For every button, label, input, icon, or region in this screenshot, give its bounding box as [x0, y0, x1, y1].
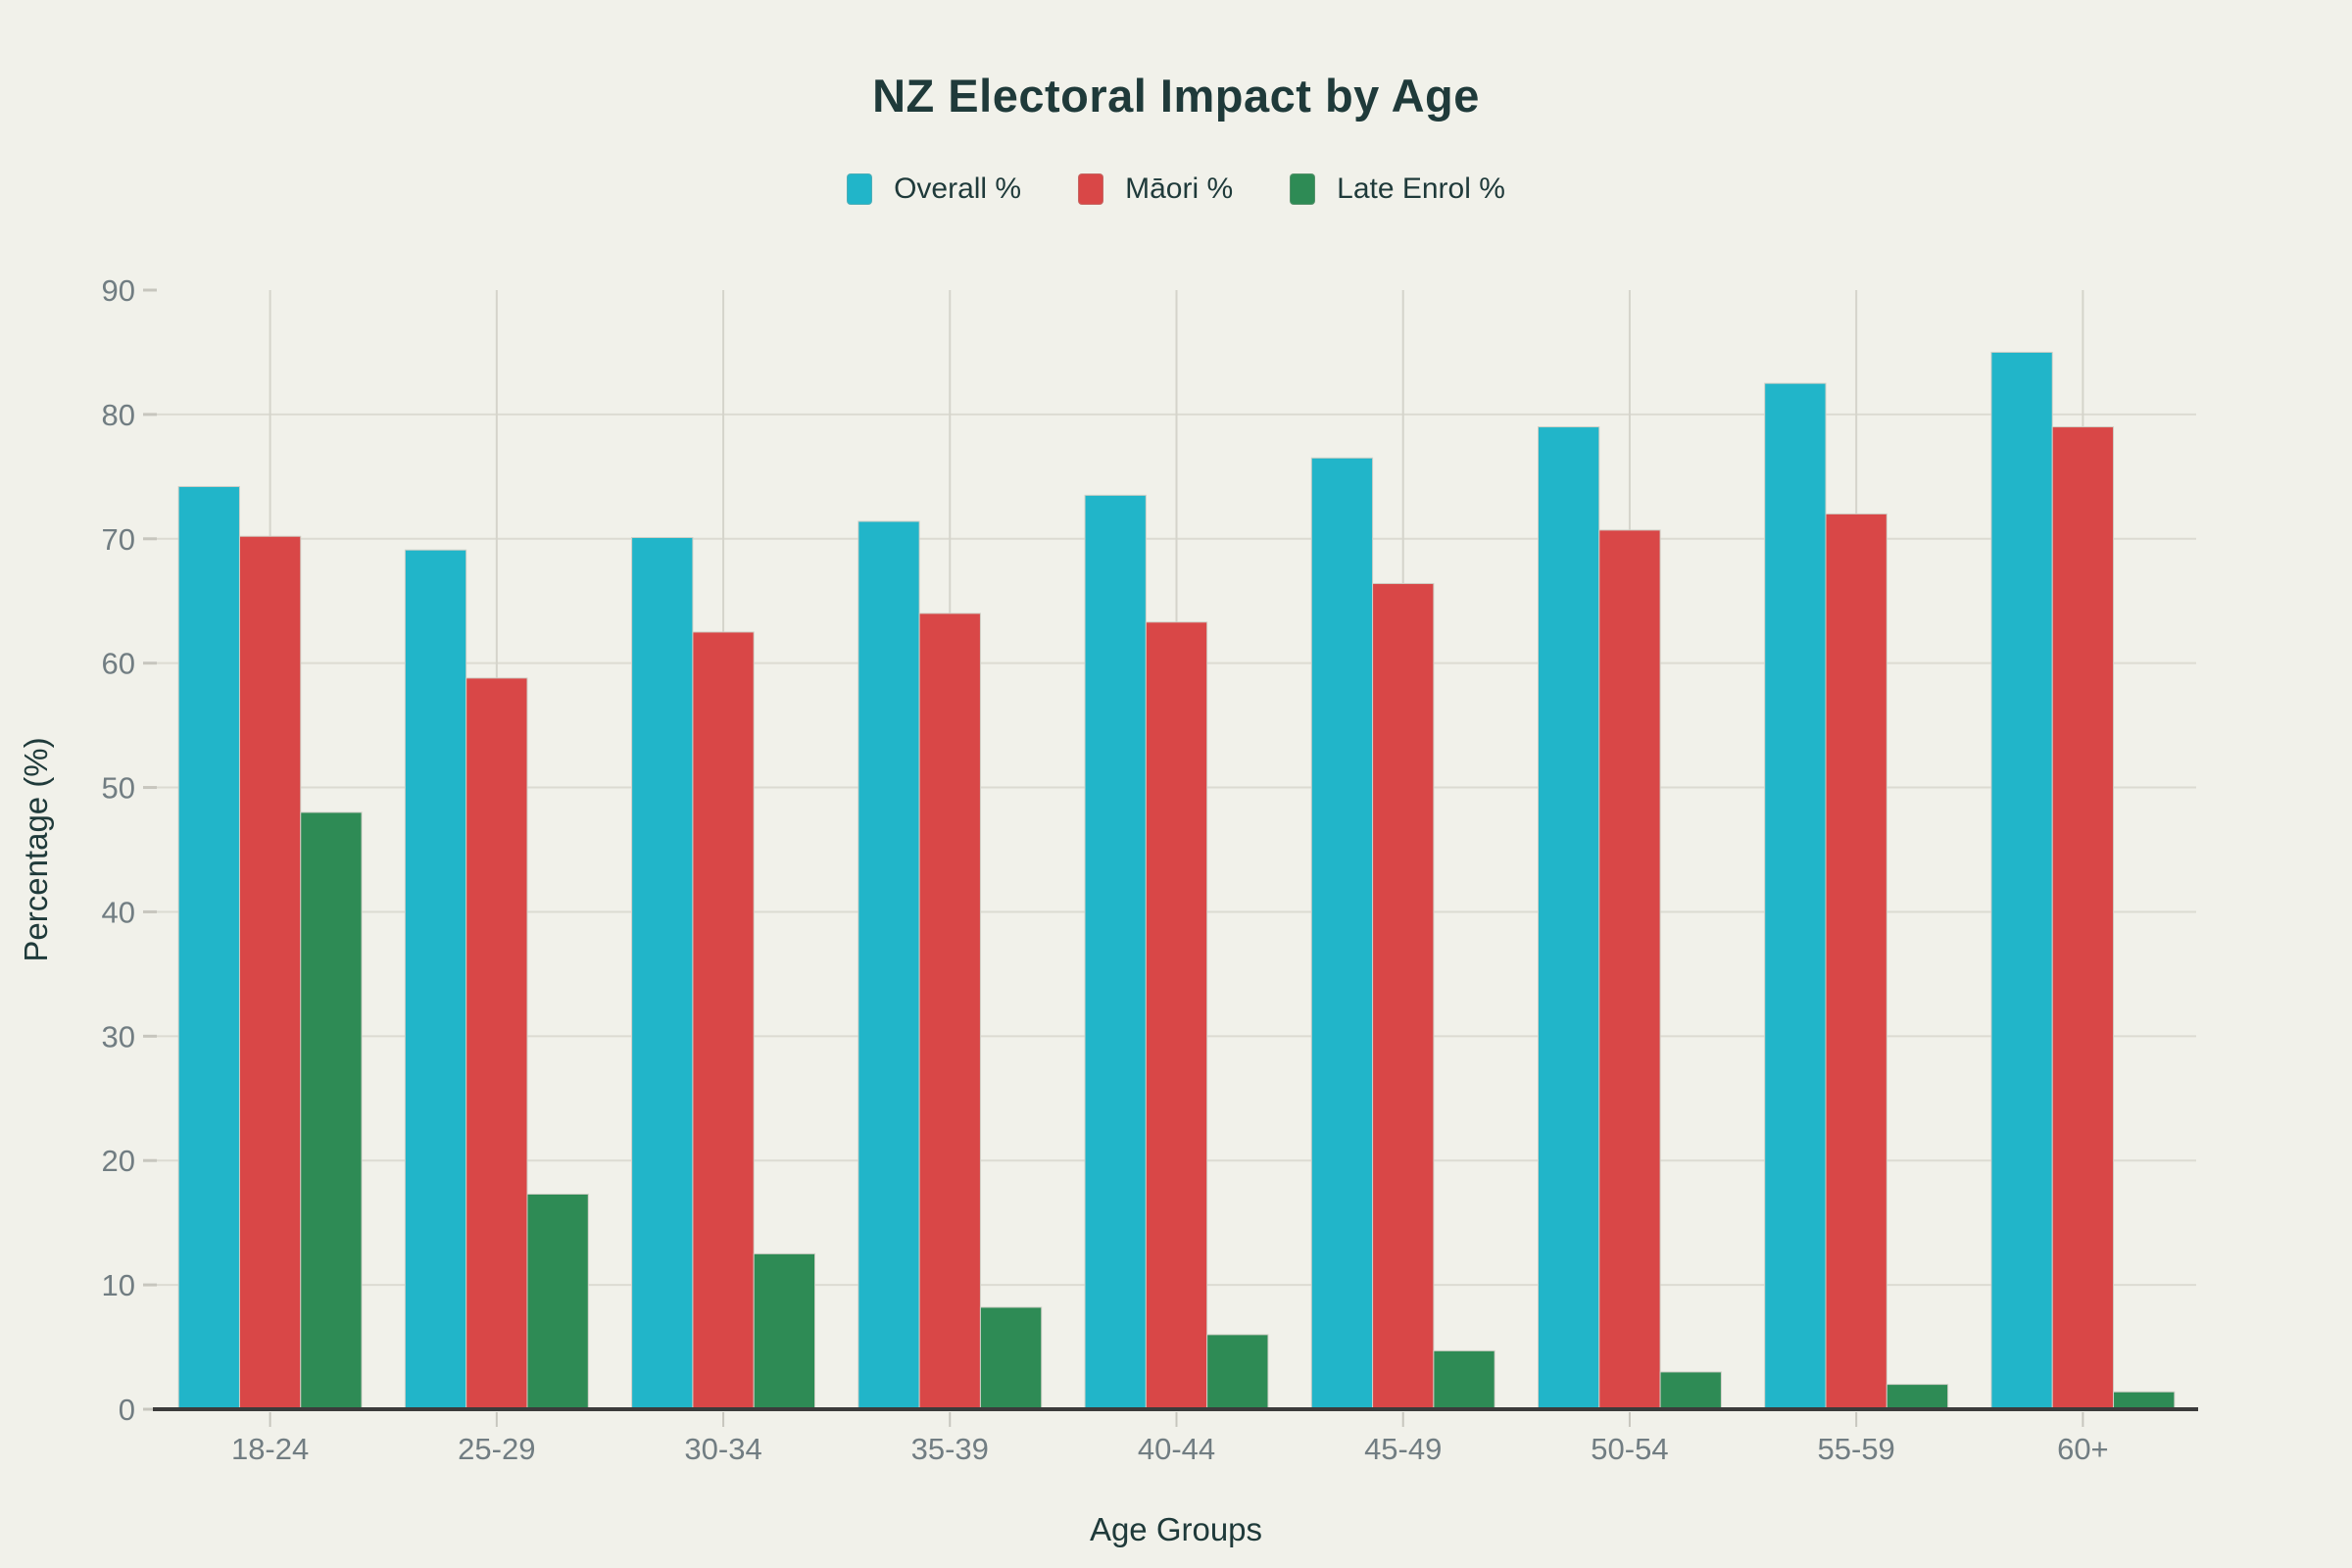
bar-late-enrol-18-24[interactable] [300, 811, 363, 1410]
y-tick-label-10: 10 [102, 1268, 135, 1302]
legend-label-maori: Māori % [1125, 172, 1234, 205]
bar-late-enrol-50-54[interactable] [1659, 1371, 1722, 1410]
bar-late-enrol-60[interactable] [2113, 1391, 2176, 1410]
x-tick-label-55-59: 55-59 [1818, 1432, 1895, 1466]
legend-label-overall: Overall % [894, 172, 1022, 205]
x-tick-label-45-49: 45-49 [1364, 1432, 1442, 1466]
bar-maori-40-44[interactable] [1145, 621, 1208, 1410]
bar-maori-45-49[interactable] [1372, 582, 1435, 1410]
x-tick-label-30-34: 30-34 [684, 1432, 761, 1466]
x-axis-title: Age Groups [1090, 1511, 1262, 1547]
bar-late-enrol-25-29[interactable] [526, 1193, 589, 1410]
bar-overall-30-34[interactable] [631, 537, 694, 1410]
bar-late-enrol-40-44[interactable] [1206, 1334, 1269, 1410]
legend-label-late-enrol: Late Enrol % [1337, 172, 1505, 205]
bar-late-enrol-55-59[interactable] [1886, 1384, 1949, 1410]
bar-maori-55-59[interactable] [1825, 513, 1887, 1410]
bar-overall-35-39[interactable] [858, 520, 920, 1410]
x-tick-label-25-29: 25-29 [458, 1432, 535, 1466]
legend-item-late-enrol[interactable]: Late Enrol % [1290, 172, 1505, 206]
legend-marker-overall-icon [847, 173, 873, 205]
bar-maori-30-34[interactable] [692, 631, 755, 1410]
y-tick-label-20: 20 [102, 1144, 135, 1178]
bar-maori-25-29[interactable] [466, 677, 528, 1410]
y-tick-label-40: 40 [102, 895, 135, 929]
bar-late-enrol-35-39[interactable] [979, 1306, 1043, 1410]
bar-maori-18-24[interactable] [238, 535, 302, 1410]
legend-item-overall[interactable]: Overall % [847, 172, 1021, 206]
x-tick-label-40-44: 40-44 [1138, 1432, 1215, 1466]
legend-marker-late-enrol-icon [1290, 173, 1316, 205]
legend: Overall % Māori % Late Enrol % [0, 172, 2352, 206]
bar-overall-45-49[interactable] [1310, 457, 1374, 1410]
y-tick-label-80: 80 [102, 398, 135, 432]
x-tick-label-50-54: 50-54 [1591, 1432, 1668, 1466]
bar-overall-40-44[interactable] [1084, 494, 1147, 1410]
x-tick-label-60: 60+ [2057, 1432, 2109, 1466]
bar-overall-18-24[interactable] [177, 485, 240, 1410]
y-tick-label-60: 60 [102, 647, 135, 681]
y-tick-label-50: 50 [102, 771, 135, 806]
bar-overall-60[interactable] [1990, 351, 2053, 1410]
bar-maori-60[interactable] [2051, 426, 2115, 1410]
bar-late-enrol-45-49[interactable] [1433, 1349, 1495, 1410]
legend-item-maori[interactable]: Māori % [1078, 172, 1233, 206]
bar-overall-25-29[interactable] [404, 549, 467, 1410]
y-tick-label-0: 0 [119, 1393, 135, 1427]
bar-maori-35-39[interactable] [918, 612, 981, 1410]
bar-maori-50-54[interactable] [1598, 529, 1661, 1410]
x-tick-label-35-39: 35-39 [911, 1432, 989, 1466]
x-tick-label-18-24: 18-24 [231, 1432, 309, 1466]
y-tick-label-90: 90 [102, 273, 135, 308]
chart-title: NZ Electoral Impact by Age [872, 70, 1480, 122]
bar-overall-55-59[interactable] [1764, 382, 1827, 1410]
bar-late-enrol-30-34[interactable] [753, 1252, 816, 1410]
y-tick-label-30: 30 [102, 1019, 135, 1054]
y-axis-title: Percentage (%) [18, 737, 54, 961]
legend-marker-maori-icon [1078, 173, 1104, 205]
bar-overall-50-54[interactable] [1537, 426, 1600, 1410]
y-tick-label-70: 70 [102, 522, 135, 557]
